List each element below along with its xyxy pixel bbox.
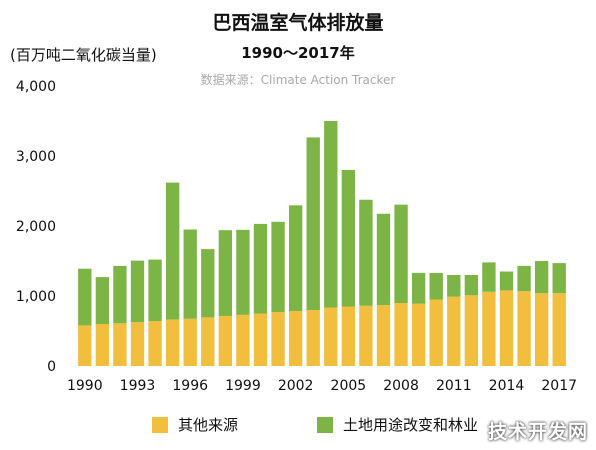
bar-land-use: [201, 249, 215, 318]
bar-land-use: [464, 275, 479, 296]
bar-other-sources: [376, 305, 391, 366]
bar-land-use: [288, 205, 303, 312]
x-tick-label: 1996: [172, 378, 208, 394]
x-tick-label: 2005: [331, 378, 367, 394]
x-tick-label: 1999: [225, 378, 261, 394]
bar-other-sources: [411, 303, 426, 366]
bar-land-use: [394, 204, 408, 303]
bar-other-sources: [359, 305, 373, 366]
bar-land-use: [148, 259, 162, 322]
bar-other-sources: [183, 318, 197, 366]
bar-land-use: [113, 265, 127, 324]
bar-other-sources: [201, 317, 215, 366]
bar-land-use: [253, 223, 268, 314]
bar-other-sources: [552, 293, 566, 366]
bar-other-sources: [482, 291, 496, 366]
y-tick-label: 2,000: [16, 219, 56, 235]
bar-land-use: [429, 272, 443, 300]
bar-land-use: [165, 182, 180, 320]
x-tick-label: 2011: [436, 378, 472, 394]
x-tick-label: 1993: [120, 378, 156, 394]
bar-land-use: [218, 230, 233, 316]
bar-other-sources: [499, 290, 514, 366]
legend-swatch-other-sources: [152, 416, 168, 433]
x-tick-label: 2008: [383, 378, 419, 394]
bar-other-sources: [288, 311, 303, 366]
bar-other-sources: [148, 321, 162, 366]
y-tick-label: 1,000: [16, 289, 56, 305]
bar-other-sources: [113, 323, 127, 366]
legend-label-land-use: 土地用途改变和林业: [343, 416, 479, 434]
bar-land-use: [306, 137, 320, 310]
y-tick-label: 3,000: [16, 149, 56, 165]
bar-other-sources: [464, 295, 479, 366]
bar-land-use: [499, 271, 514, 291]
bar-land-use: [411, 272, 426, 304]
x-tick-label: 1990: [67, 378, 103, 394]
bar-other-sources: [534, 293, 549, 366]
legend-item-other-sources: 其他来源: [152, 414, 238, 435]
bar-land-use: [517, 265, 531, 292]
bar-land-use: [324, 121, 338, 308]
bar-land-use: [236, 229, 250, 315]
watermark: 技术开发网: [487, 421, 588, 443]
bar-land-use: [447, 275, 461, 297]
bar-land-use: [359, 199, 373, 306]
bar-other-sources: [517, 291, 531, 366]
bar-land-use: [271, 221, 285, 313]
chart-subtitle: 1990～2017年: [241, 44, 355, 62]
bar-land-use: [534, 261, 549, 294]
bar-land-use: [482, 262, 496, 292]
bar-other-sources: [78, 325, 92, 366]
bar-other-sources: [253, 313, 268, 366]
y-tick-label: 0: [47, 359, 56, 375]
chart-title: 巴西温室气体排放量: [212, 12, 384, 34]
x-tick-label: 2014: [489, 378, 525, 394]
bar-land-use: [183, 229, 197, 319]
bar-other-sources: [429, 299, 443, 366]
bar-other-sources: [236, 314, 250, 366]
legend-item-land-use: 土地用途改变和林业: [317, 414, 478, 435]
bar-land-use: [95, 277, 110, 324]
bar-other-sources: [341, 306, 356, 366]
chart-source: 数据来源：Climate Action Tracker: [200, 73, 396, 87]
bar-other-sources: [95, 324, 110, 366]
x-tick-label: 2002: [278, 378, 314, 394]
bar-other-sources: [165, 319, 180, 366]
legend-label-other-sources: 其他来源: [178, 416, 239, 434]
bar-other-sources: [306, 310, 320, 366]
bar-land-use: [552, 263, 566, 294]
bar-land-use: [130, 260, 145, 323]
bar-other-sources: [394, 303, 408, 366]
bar-land-use: [78, 268, 92, 326]
bar-land-use: [341, 170, 356, 307]
y-tick-label: 4,000: [16, 79, 56, 95]
bar-other-sources: [271, 312, 285, 366]
x-tick-label: 2017: [541, 378, 577, 394]
legend-swatch-land-use: [317, 416, 333, 433]
bar-land-use: [376, 213, 391, 306]
bar-other-sources: [447, 296, 461, 366]
bar-other-sources: [324, 307, 338, 366]
bar-other-sources: [130, 322, 145, 366]
y-axis-unit-label: (百万吨二氧化碳当量): [10, 46, 157, 64]
bar-other-sources: [218, 315, 233, 366]
